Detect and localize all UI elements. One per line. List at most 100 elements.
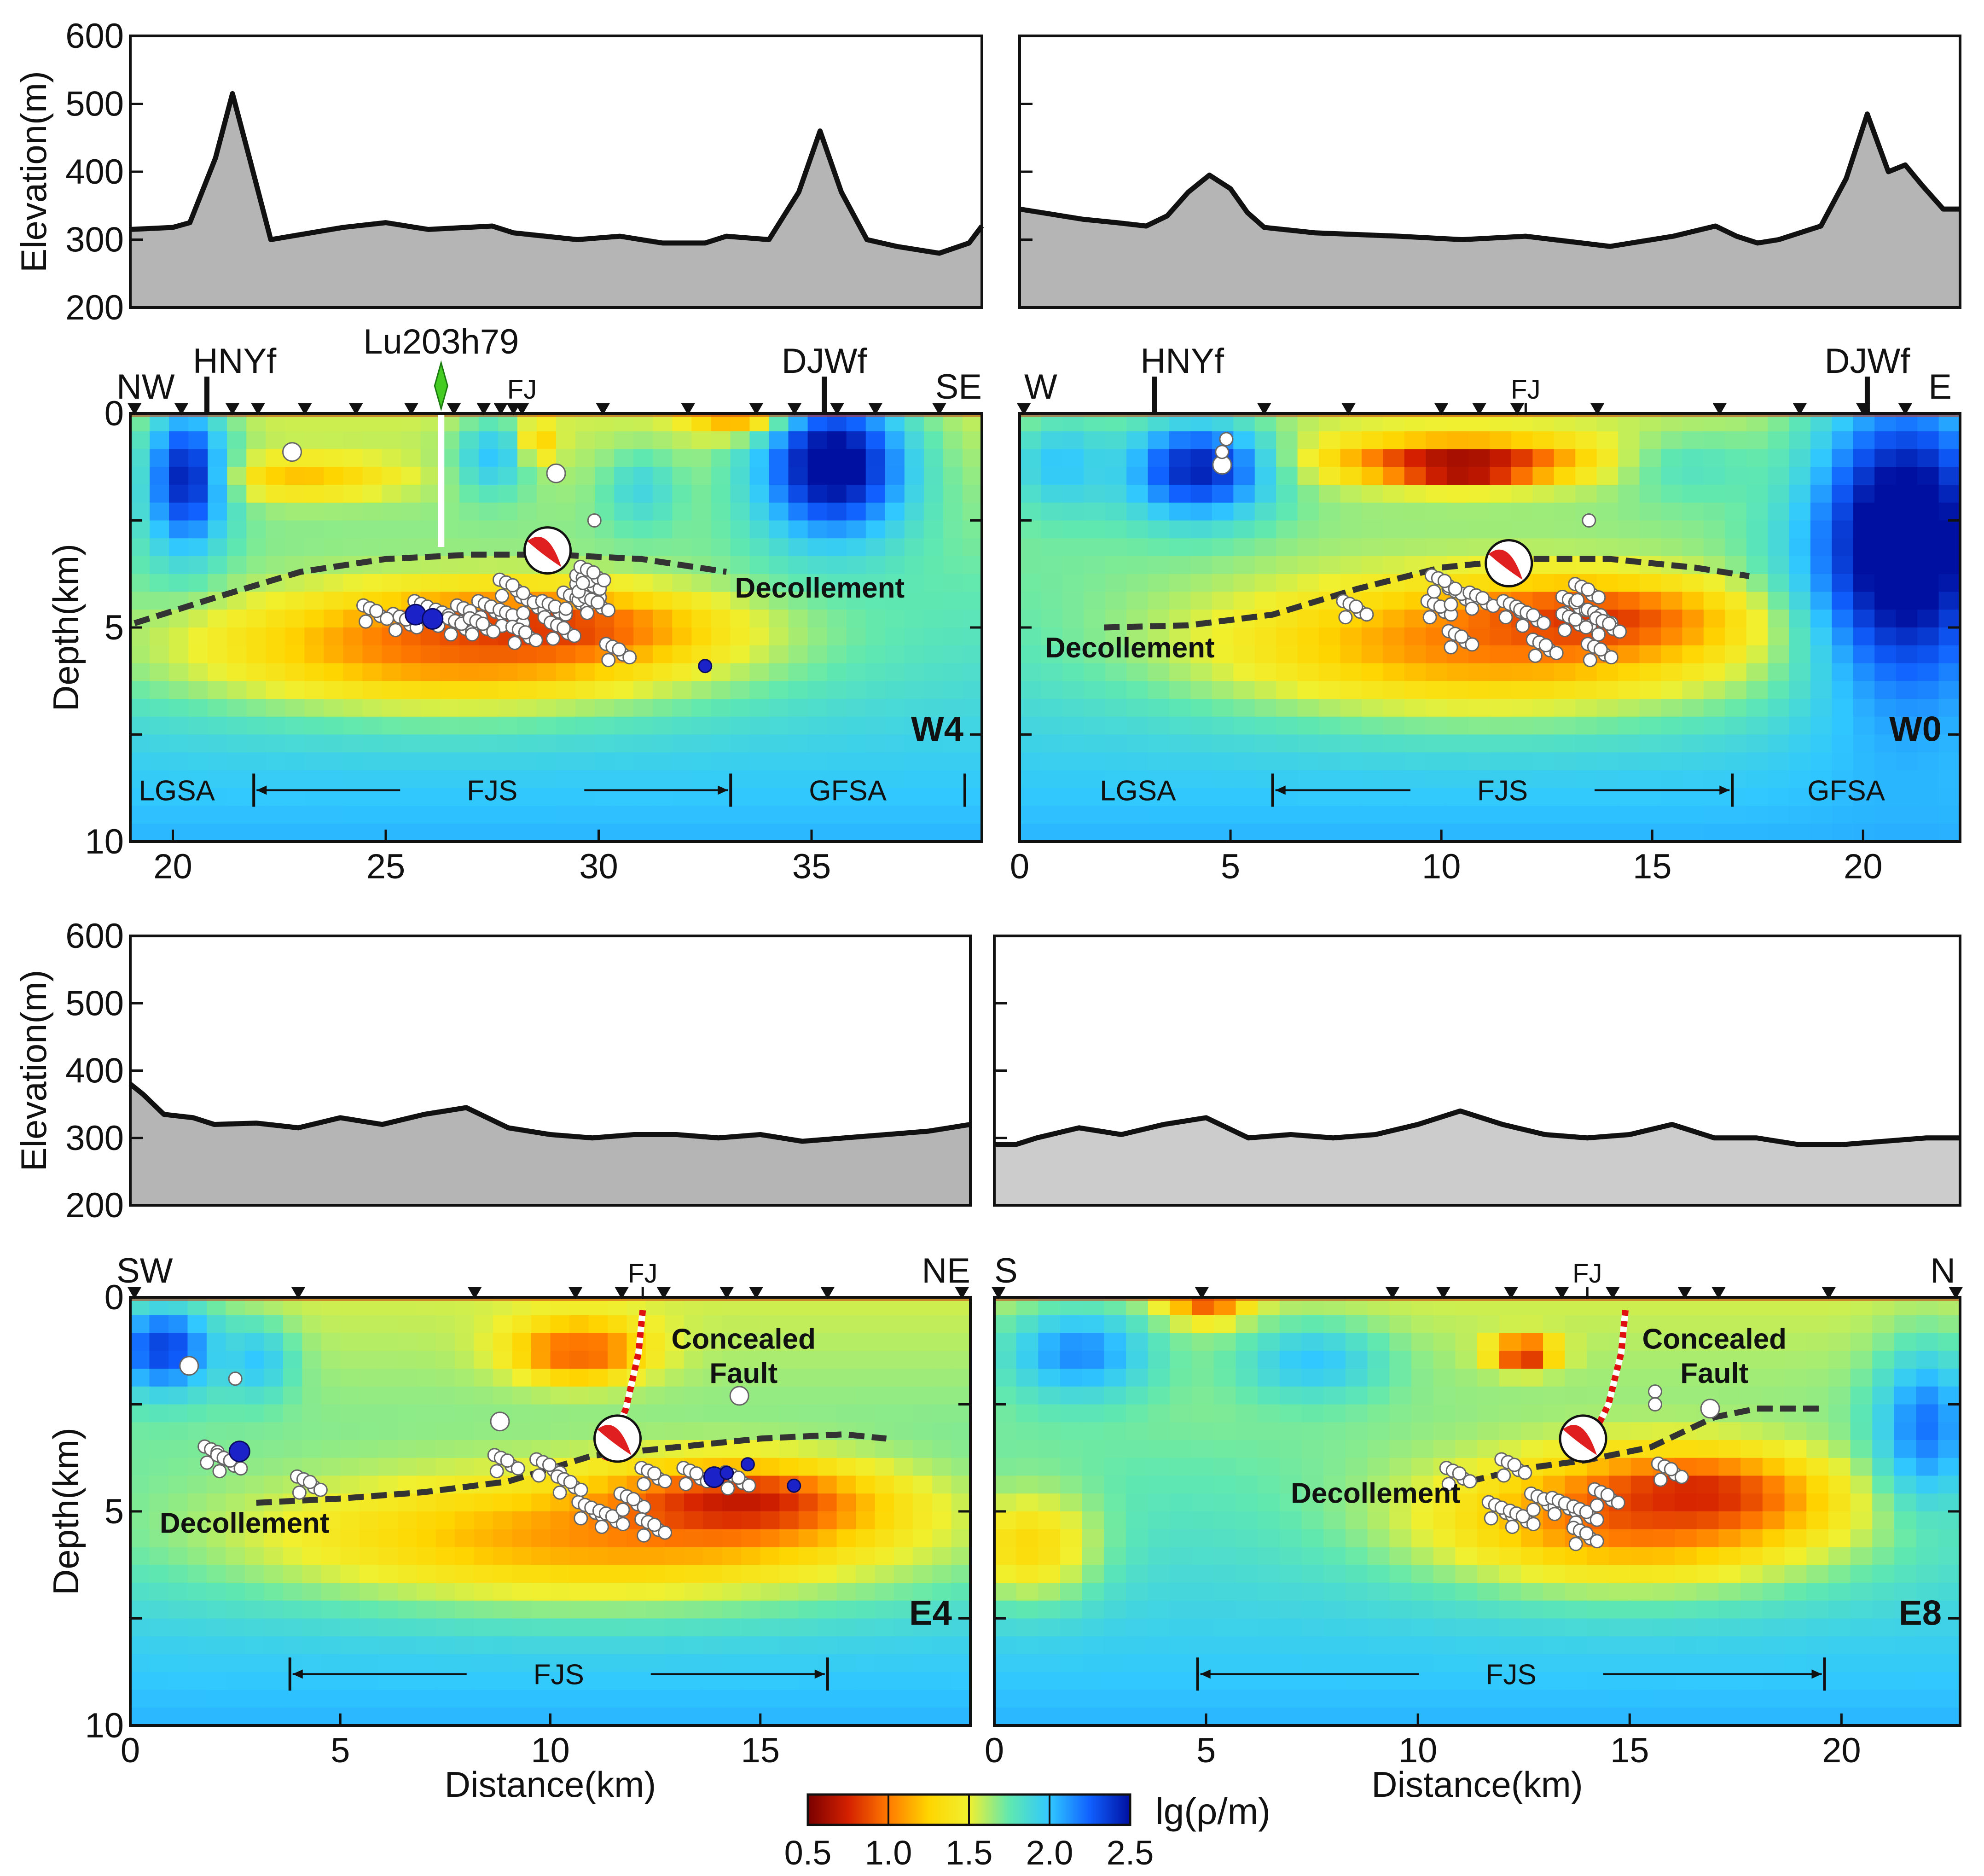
resistivity-cell (1148, 788, 1170, 807)
resistivity-cell (1490, 467, 1512, 485)
resistivity-cell (536, 485, 557, 503)
resistivity-cell (588, 1565, 608, 1583)
resistivity-cell (1411, 1458, 1434, 1476)
resistivity-cell (498, 824, 518, 842)
earthquake-white (557, 621, 571, 635)
resistivity-cell (1718, 1600, 1741, 1619)
resistivity-cell (130, 1565, 150, 1583)
resistivity-cell (498, 752, 518, 771)
resistivity-cell (1521, 1351, 1544, 1369)
resistivity-cell (798, 1636, 818, 1655)
elev-tick-label: 600 (65, 917, 124, 956)
resistivity-cell (1082, 1636, 1105, 1655)
resistivity-cell (1850, 1600, 1873, 1619)
resistivity-cell (798, 1511, 818, 1530)
resistivity-cell (1212, 681, 1234, 699)
resistivity-cell (302, 1511, 322, 1530)
resistivity-cell (150, 645, 170, 664)
resistivity-cell (1810, 610, 1833, 628)
resistivity-cell (459, 806, 479, 825)
resistivity-cell (1832, 824, 1854, 842)
resistivity-cell (1345, 1351, 1368, 1369)
resistivity-cell (435, 1386, 456, 1405)
focal-mechanism (1485, 539, 1533, 587)
resistivity-cell (614, 770, 634, 789)
resistivity-cell (769, 592, 789, 610)
resistivity-cell (923, 431, 944, 450)
depth-tick-label: 0 (104, 1278, 124, 1317)
resistivity-cell (1190, 538, 1212, 557)
resistivity-cell (401, 431, 421, 450)
resistivity-cell (1832, 556, 1854, 575)
resistivity-cell (672, 752, 692, 771)
earthquake-white (507, 636, 522, 651)
resistivity-cell (1319, 734, 1341, 753)
resistivity-cell (531, 1672, 551, 1690)
resistivity-cell (932, 1600, 952, 1619)
resistivity-cell (1433, 1618, 1456, 1637)
earthquake-white (601, 653, 616, 668)
resistivity-cell (904, 734, 924, 753)
resistivity-cell (1630, 1690, 1653, 1708)
resistivity-cell (1276, 734, 1298, 753)
resistivity-cell (846, 538, 866, 557)
resistivity-cell (569, 1422, 589, 1440)
earthquake-white (369, 604, 383, 618)
panel-label: E4 (909, 1593, 952, 1632)
resistivity-cell (856, 1529, 876, 1548)
resistivity-cell (1213, 1404, 1236, 1423)
resistivity-cell (875, 1440, 895, 1458)
resistivity-cell (556, 681, 576, 699)
resistivity-cell (266, 645, 286, 664)
resistivity-cell (1170, 1600, 1193, 1619)
resistivity-cell (1575, 485, 1597, 503)
resistivity-cell (1725, 485, 1747, 503)
resistivity-cell (827, 645, 847, 664)
resistivity-cell (1872, 1493, 1895, 1512)
resistivity-cell (711, 574, 731, 592)
resistivity-cell (1367, 1565, 1390, 1583)
resistivity-cell (1639, 824, 1661, 842)
resistivity-cell (1345, 1708, 1368, 1726)
resistivity-cell (512, 1636, 532, 1655)
resistivity-cell (382, 449, 402, 468)
resistivity-cell (188, 627, 209, 646)
resistivity-cell (1789, 770, 1811, 789)
resistivity-cell (1916, 1529, 1939, 1548)
earthquake-cluster (634, 1461, 673, 1492)
earthquake-white (586, 565, 601, 580)
resistivity-cell (645, 1369, 666, 1387)
resistivity-cell (1041, 806, 1063, 825)
unit-label-right: GFSA (809, 775, 887, 807)
resistivity-cell (1762, 1600, 1785, 1619)
resistivity-cell (722, 1618, 742, 1637)
resistivity-cell (1872, 1422, 1895, 1440)
resistivity-cell (382, 574, 402, 592)
resistivity-cell (1411, 1333, 1434, 1352)
resistivity-cell (1575, 788, 1597, 807)
resistivity-cell (1041, 449, 1063, 468)
resistivity-cell (478, 699, 499, 717)
resistivity-cell (150, 788, 170, 807)
earthquake-white (1590, 1498, 1604, 1513)
resistivity-cell (1169, 431, 1191, 450)
resistivity-cell (1279, 1529, 1302, 1548)
resistivity-cell (760, 1708, 780, 1726)
resistivity-cell (1104, 1315, 1127, 1334)
resistivity-cell (760, 1547, 780, 1566)
resistivity-cell (904, 663, 924, 682)
resistivity-cell (227, 556, 247, 575)
resistivity-cell (1148, 1386, 1171, 1405)
resistivity-cell (362, 431, 383, 450)
resistivity-cell (1148, 1422, 1171, 1440)
resistivity-cell (1872, 1386, 1895, 1405)
resistivity-cell (1105, 806, 1127, 825)
resistivity-cell (1233, 645, 1255, 664)
resistivity-cell (227, 502, 247, 521)
resistivity-cell (1404, 502, 1427, 521)
resistivity-cell (302, 1386, 322, 1405)
resistivity-cell (1768, 645, 1790, 664)
resistivity-cell (1675, 1547, 1697, 1566)
resistivity-cell (885, 681, 905, 699)
resistivity-cell (264, 1583, 284, 1601)
